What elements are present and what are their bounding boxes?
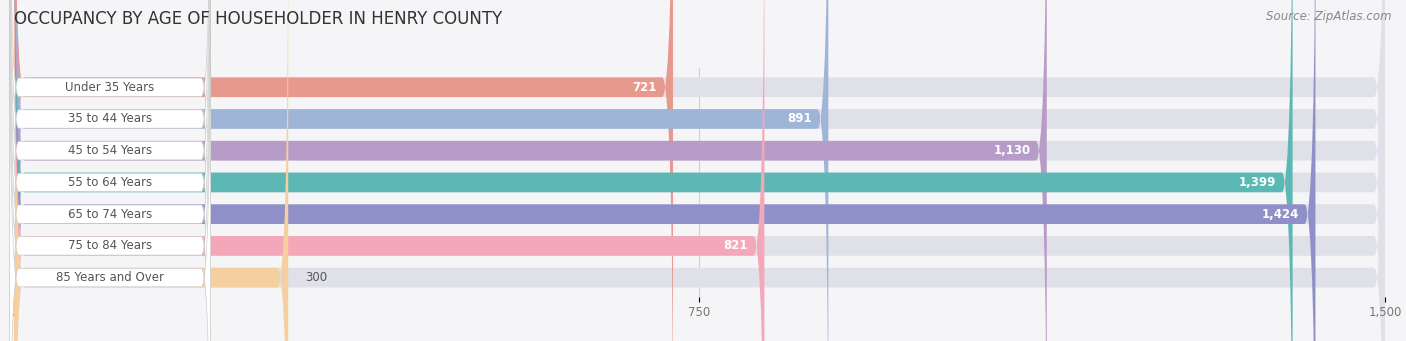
Text: 891: 891 (787, 113, 811, 125)
FancyBboxPatch shape (14, 0, 1385, 341)
Text: 1,399: 1,399 (1239, 176, 1277, 189)
Text: OCCUPANCY BY AGE OF HOUSEHOLDER IN HENRY COUNTY: OCCUPANCY BY AGE OF HOUSEHOLDER IN HENRY… (14, 10, 502, 28)
FancyBboxPatch shape (10, 0, 211, 341)
Text: 55 to 64 Years: 55 to 64 Years (67, 176, 152, 189)
Text: 85 Years and Over: 85 Years and Over (56, 271, 165, 284)
Text: 300: 300 (305, 271, 326, 284)
FancyBboxPatch shape (14, 0, 765, 341)
FancyBboxPatch shape (10, 0, 211, 341)
FancyBboxPatch shape (14, 0, 1292, 341)
FancyBboxPatch shape (14, 0, 1385, 341)
FancyBboxPatch shape (10, 0, 211, 341)
FancyBboxPatch shape (10, 0, 211, 341)
Text: 1,130: 1,130 (993, 144, 1031, 157)
FancyBboxPatch shape (14, 0, 1385, 341)
FancyBboxPatch shape (10, 0, 211, 341)
Text: 821: 821 (724, 239, 748, 252)
FancyBboxPatch shape (14, 0, 1385, 341)
FancyBboxPatch shape (14, 0, 1385, 341)
FancyBboxPatch shape (14, 0, 1046, 341)
FancyBboxPatch shape (10, 0, 211, 341)
Text: 75 to 84 Years: 75 to 84 Years (67, 239, 152, 252)
Text: 35 to 44 Years: 35 to 44 Years (67, 113, 152, 125)
Text: 721: 721 (633, 81, 657, 94)
FancyBboxPatch shape (14, 0, 673, 341)
Text: 65 to 74 Years: 65 to 74 Years (67, 208, 152, 221)
FancyBboxPatch shape (14, 0, 1385, 341)
Text: Source: ZipAtlas.com: Source: ZipAtlas.com (1267, 10, 1392, 23)
Text: Under 35 Years: Under 35 Years (66, 81, 155, 94)
FancyBboxPatch shape (10, 0, 211, 341)
Text: 1,424: 1,424 (1261, 208, 1299, 221)
FancyBboxPatch shape (14, 0, 828, 341)
Text: 45 to 54 Years: 45 to 54 Years (67, 144, 152, 157)
FancyBboxPatch shape (14, 0, 1316, 341)
FancyBboxPatch shape (14, 0, 1385, 341)
FancyBboxPatch shape (14, 0, 288, 341)
